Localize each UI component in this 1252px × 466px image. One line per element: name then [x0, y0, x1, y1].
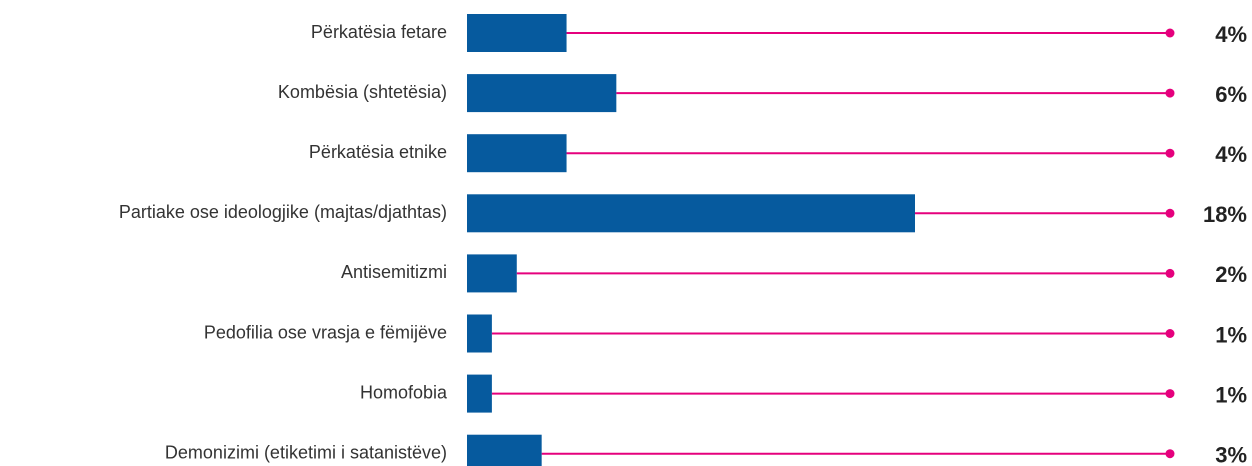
category-label: Kombësia (shtetësia) [278, 82, 447, 102]
bar [467, 374, 492, 413]
value-label: 18% [1203, 202, 1247, 227]
value-label: 6% [1215, 82, 1247, 107]
value-label: 4% [1215, 142, 1247, 167]
bar [467, 254, 517, 293]
category-label: Antisemitizmi [341, 262, 447, 282]
bar [467, 14, 567, 52]
value-label: 1% [1215, 322, 1247, 347]
category-label: Pedofilia ose vrasja e fëmijëve [204, 322, 447, 342]
leader-dot [1165, 148, 1175, 158]
category-label: Demonizimi (etiketimi i satanistëve) [165, 442, 447, 462]
leader-dot [1165, 389, 1175, 399]
bar [467, 314, 492, 353]
value-label: 4% [1215, 22, 1247, 47]
value-label: 3% [1215, 443, 1247, 466]
leader-dot [1165, 88, 1175, 98]
leader-dot [1165, 268, 1175, 278]
leader-dot [1165, 28, 1175, 38]
leader-dot [1165, 208, 1175, 218]
category-label: Partiake ose ideologjike (majtas/djathta… [119, 202, 447, 222]
bar [467, 74, 617, 113]
leader-dot [1165, 449, 1175, 459]
bar [467, 134, 567, 173]
value-label: 2% [1215, 262, 1247, 287]
value-label: 1% [1215, 382, 1247, 407]
category-label: Përkatësia etnike [309, 142, 447, 162]
leader-dot [1165, 329, 1175, 338]
category-label: Homofobia [360, 382, 448, 402]
bar [467, 194, 915, 233]
category-label: Përkatësia fetare [311, 22, 447, 42]
bar [467, 434, 542, 466]
